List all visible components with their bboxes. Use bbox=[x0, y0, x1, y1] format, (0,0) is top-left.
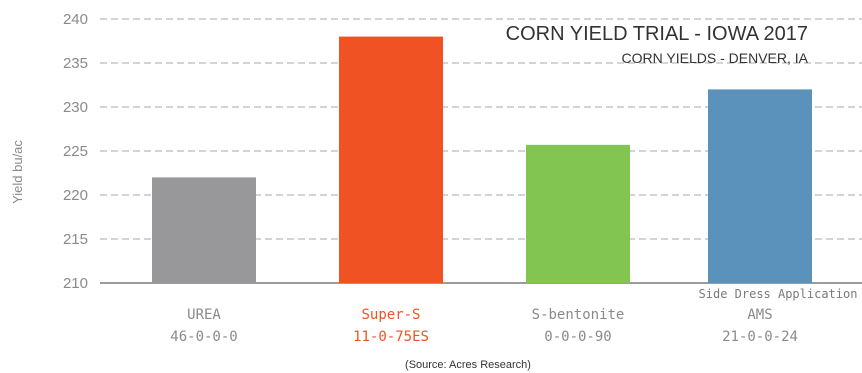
y-tick-label-225: 225 bbox=[63, 143, 88, 160]
y-tick-label-210: 210 bbox=[63, 275, 88, 292]
bars bbox=[152, 36, 812, 284]
source-note: (Source: Acres Research) bbox=[405, 359, 531, 371]
y-axis-label: Yield bu/ac bbox=[10, 140, 25, 204]
y-tick-label-235: 235 bbox=[63, 55, 88, 72]
bar-ams bbox=[708, 89, 812, 284]
y-tick-label-240: 240 bbox=[63, 11, 88, 28]
x-formula-super-s: 11-0-75ES bbox=[353, 329, 429, 345]
x-label-super-s: Super-S bbox=[361, 307, 420, 323]
x-label-s-bentonite: S-bentonite bbox=[532, 307, 625, 323]
chart-title: CORN YIELD TRIAL - IOWA 2017 bbox=[506, 23, 808, 45]
x-label-ams: AMS bbox=[747, 307, 772, 323]
bar-s-bentonite bbox=[526, 144, 630, 283]
x-formula-ams: 21-0-0-24 bbox=[722, 329, 798, 345]
chart-subtitle: CORN YIELDS - DENVER, IA bbox=[622, 50, 809, 66]
x-formula-s-bentonite: 0-0-0-90 bbox=[544, 329, 611, 345]
y-tick-label-220: 220 bbox=[63, 187, 88, 204]
bar-urea bbox=[152, 177, 256, 283]
y-tick-label-215: 215 bbox=[63, 231, 88, 248]
x-formula-urea: 46-0-0-0 bbox=[170, 329, 237, 345]
x-label-urea: UREA bbox=[187, 307, 221, 323]
y-axis-ticks: 210 215 220 225 230 235 240 bbox=[63, 11, 88, 292]
bar-super-s bbox=[339, 36, 443, 283]
y-tick-label-230: 230 bbox=[63, 99, 88, 116]
side-dress-annotation: Side Dress Application bbox=[699, 287, 858, 301]
x-axis-labels: UREA 46-0-0-0 Super-S 11-0-75ES S-bentonite 0… bbox=[170, 307, 798, 345]
